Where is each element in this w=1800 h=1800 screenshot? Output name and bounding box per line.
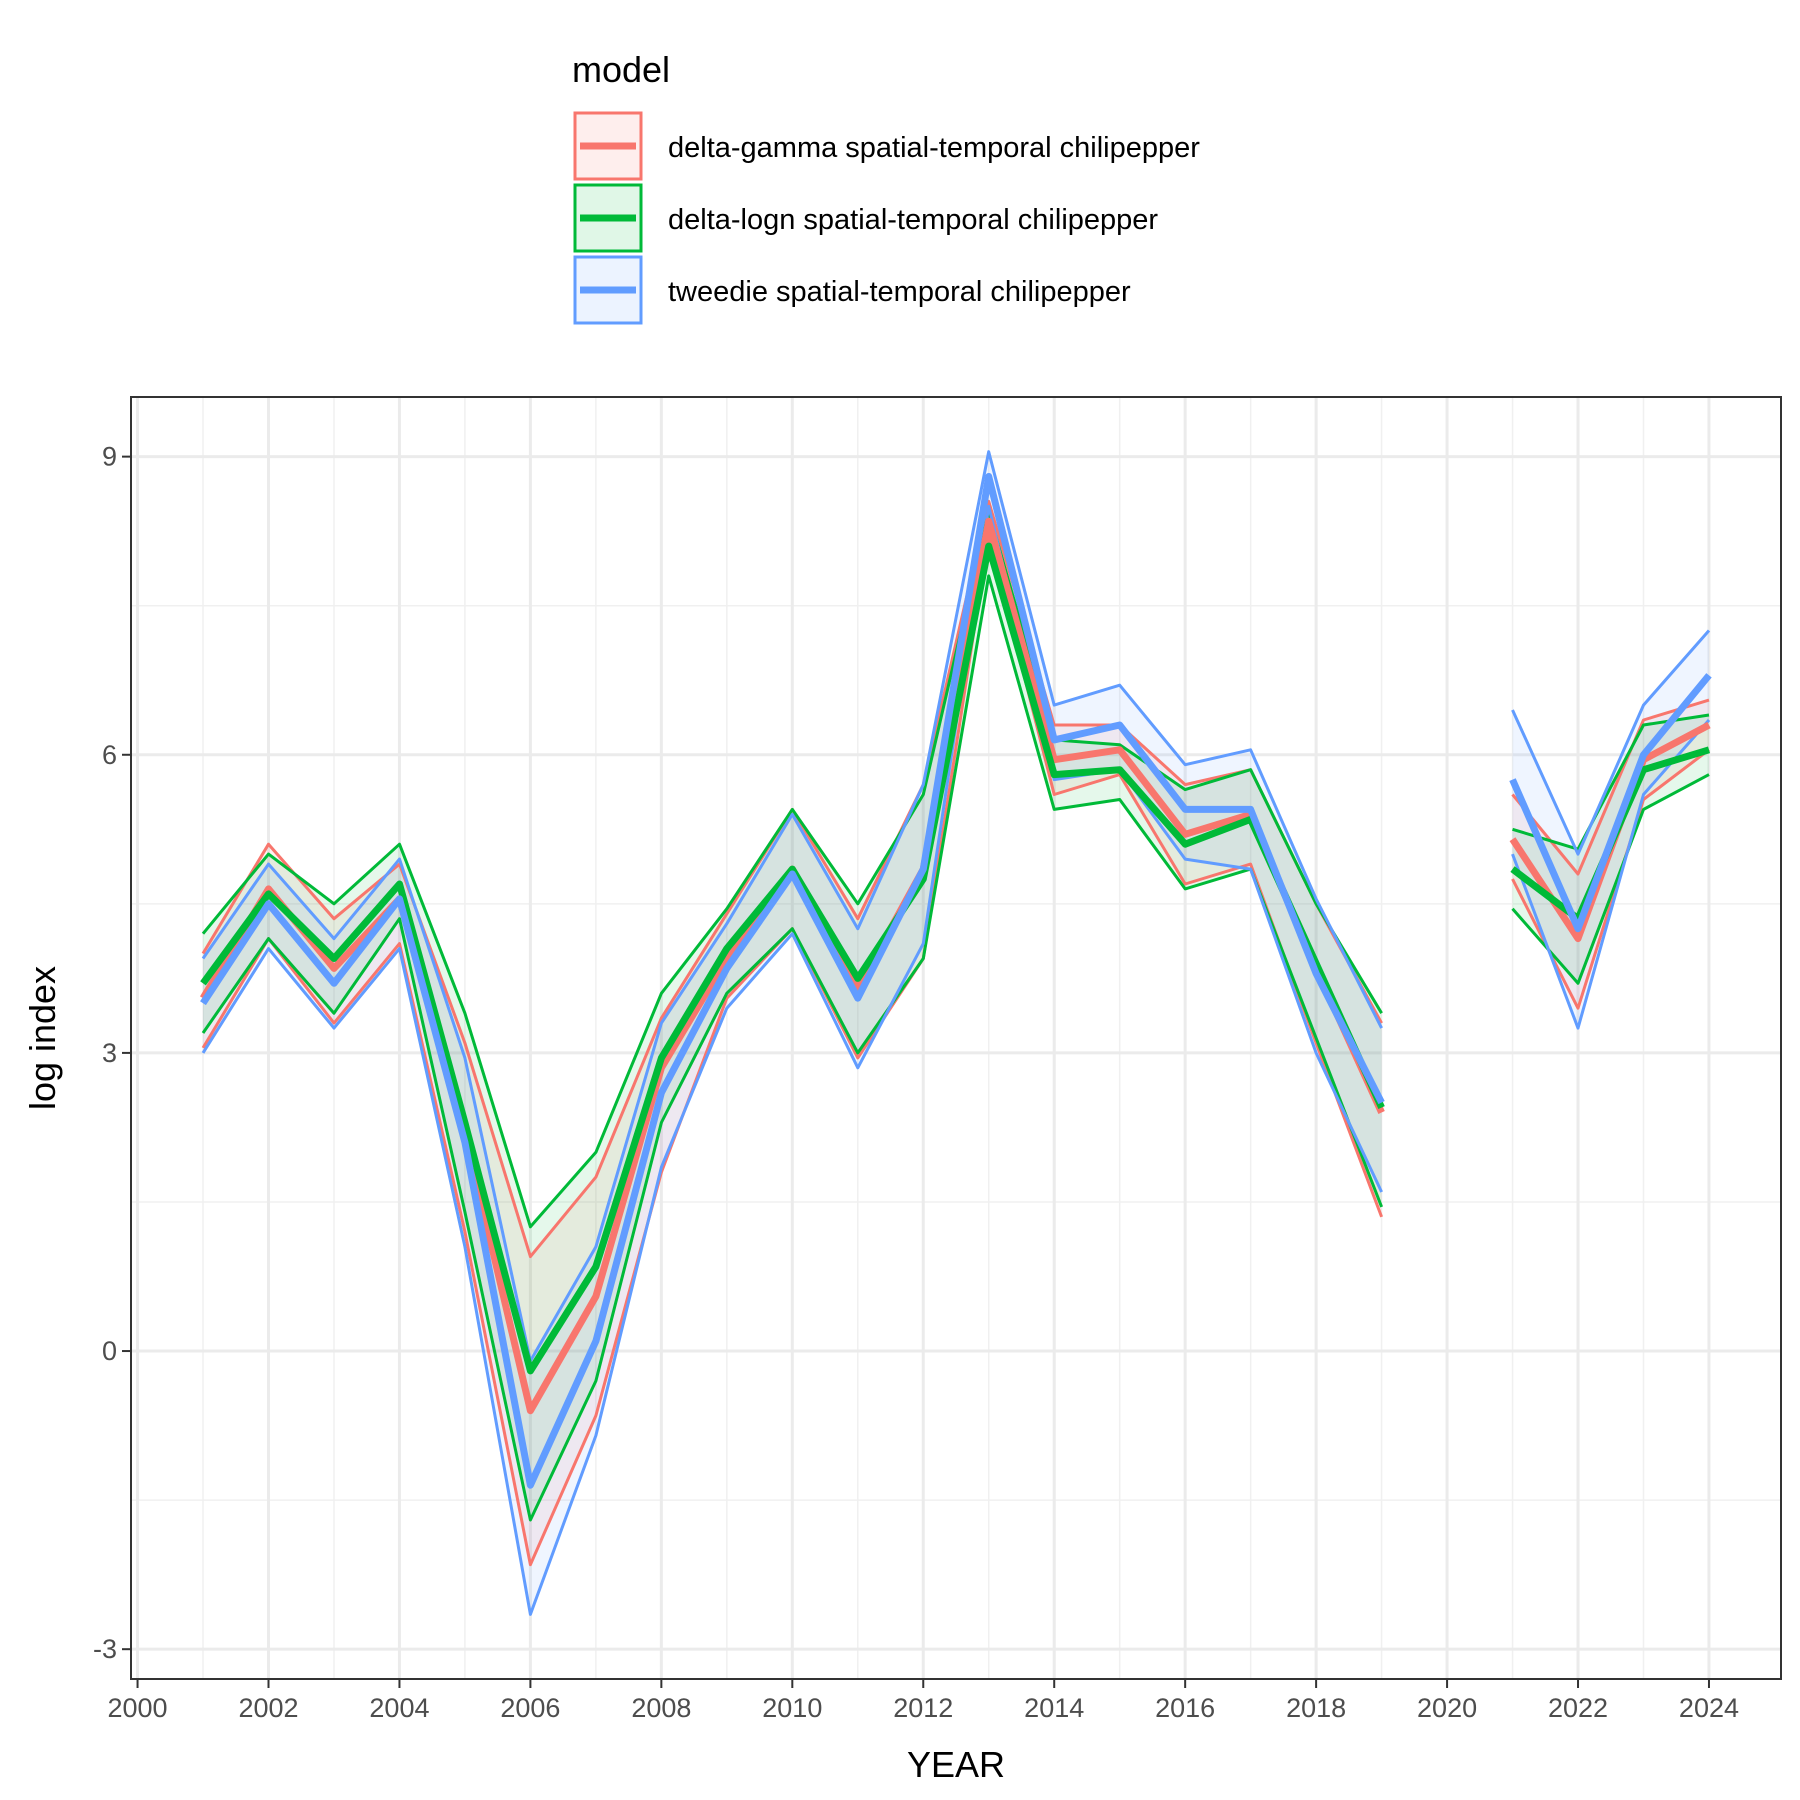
legend-label-delta-gamma: delta-gamma spatial-temporal chilipepper xyxy=(668,132,1200,164)
tweedie-upper-bound-line xyxy=(1511,629,1711,856)
y-tick-label: 3 xyxy=(102,1038,117,1068)
delta-logn-lower-bound-line xyxy=(1511,773,1710,985)
x-tick-label: 2004 xyxy=(369,1693,429,1723)
x-tick-label: 2020 xyxy=(1417,1693,1477,1723)
x-tick-label: 2012 xyxy=(893,1693,953,1723)
interval-bound-lines xyxy=(201,450,1711,1616)
tweedie-estimate-line xyxy=(200,473,1385,1489)
tweedie-upper-bound-line xyxy=(201,450,1383,1363)
x-tick-label: 2002 xyxy=(238,1693,298,1723)
plot-panel xyxy=(130,396,1782,1680)
x-tick-label: 2022 xyxy=(1548,1693,1608,1723)
x-tick-label: 2014 xyxy=(1024,1693,1084,1723)
tweedie-lower-bound-line xyxy=(201,504,1383,1616)
y-tick-label: -3 xyxy=(93,1634,117,1664)
panel-border xyxy=(130,396,1782,1680)
x-tick-label: 2006 xyxy=(500,1693,560,1723)
delta-logn-estimate-line xyxy=(200,542,1385,1375)
legend-items: delta-gamma spatial-temporal chilipepper… xyxy=(573,111,1200,325)
x-tick-label: 2000 xyxy=(108,1693,168,1723)
x-tick-label: 2010 xyxy=(762,1693,822,1723)
x-axis: 2000 2002 2004 2006 2008 2010 2012 2014 2016 2018… xyxy=(108,1679,1739,1723)
y-tick-label: 6 xyxy=(102,740,117,770)
delta-logn-upper-bound-line xyxy=(201,509,1383,1229)
x-tick-label: 2018 xyxy=(1286,1693,1346,1723)
legend: model delta-gamma spatial-temporal chili… xyxy=(572,49,1200,325)
legend-item-tweedie: tweedie spatial-temporal chilipepper xyxy=(573,255,1131,325)
x-tick-label: 2016 xyxy=(1155,1693,1215,1723)
panel-background xyxy=(131,397,1781,1679)
legend-label-tweedie: tweedie spatial-temporal chilipepper xyxy=(668,276,1131,308)
x-axis-title: YEAR xyxy=(907,1744,1005,1785)
legend-label-delta-logn: delta-logn spatial-temporal chilipepper xyxy=(668,204,1158,236)
y-axis-title: log index xyxy=(22,966,63,1110)
y-axis: -3 0 3 6 9 xyxy=(93,442,131,1664)
tweedie-estimate-line xyxy=(1509,673,1712,933)
legend-title: model xyxy=(572,49,670,90)
y-tick-label: 9 xyxy=(102,442,117,472)
y-tick-label: 0 xyxy=(102,1336,117,1366)
legend-item-delta-logn: delta-logn spatial-temporal chilipepper xyxy=(573,183,1158,253)
delta-logn-lower-bound-line xyxy=(201,574,1383,1522)
legend-item-delta-gamma: delta-gamma spatial-temporal chilipepper xyxy=(573,111,1200,181)
major-gridlines xyxy=(131,397,1781,1679)
x-tick-label: 2024 xyxy=(1679,1693,1739,1723)
x-tick-label: 2008 xyxy=(631,1693,691,1723)
series-lines xyxy=(199,473,1712,1489)
